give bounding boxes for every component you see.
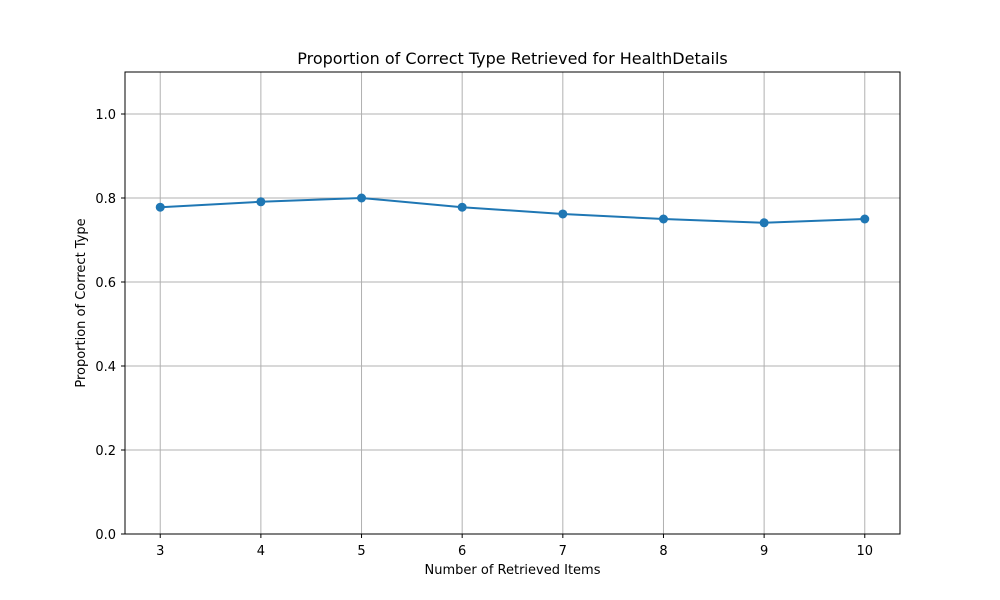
x-tick-label: 10 xyxy=(856,544,873,559)
x-tick-label: 3 xyxy=(156,544,164,559)
grid xyxy=(125,72,900,535)
x-tick-label: 5 xyxy=(357,544,365,559)
data-point xyxy=(457,202,467,212)
data-point xyxy=(860,214,870,224)
x-tick-label: 9 xyxy=(760,544,768,559)
x-tick-label: 8 xyxy=(659,544,667,559)
x-tick-label: 4 xyxy=(257,544,265,559)
series-layer xyxy=(155,193,870,228)
y-tick-label: 0.4 xyxy=(95,360,116,375)
x-tick-label: 6 xyxy=(458,544,466,559)
data-point xyxy=(256,197,266,207)
plot-frame xyxy=(124,71,901,535)
data-point xyxy=(759,218,769,228)
y-tick-label: 0.6 xyxy=(95,276,116,291)
data-point xyxy=(357,193,367,203)
series-line xyxy=(159,197,866,224)
y-tick-label: 0.8 xyxy=(95,192,116,207)
y-axis-label: Proportion of Correct Type xyxy=(74,218,89,387)
data-point xyxy=(658,214,668,224)
y-tick-label: 0.0 xyxy=(95,528,116,543)
y-tick-label: 1.0 xyxy=(95,108,116,123)
axis-ticks: 3 4 5 6 7 8 9 10 0.0 0.2 0.4 0.6 0.8 1.0 xyxy=(95,108,873,559)
data-point xyxy=(155,202,165,212)
y-tick-label: 0.2 xyxy=(95,444,116,459)
data-point xyxy=(558,209,568,219)
x-axis-label: Number of Retrieved Items xyxy=(425,563,601,578)
x-tick-label: 7 xyxy=(559,544,567,559)
chart-title: Proportion of Correct Type Retrieved for… xyxy=(297,49,728,68)
